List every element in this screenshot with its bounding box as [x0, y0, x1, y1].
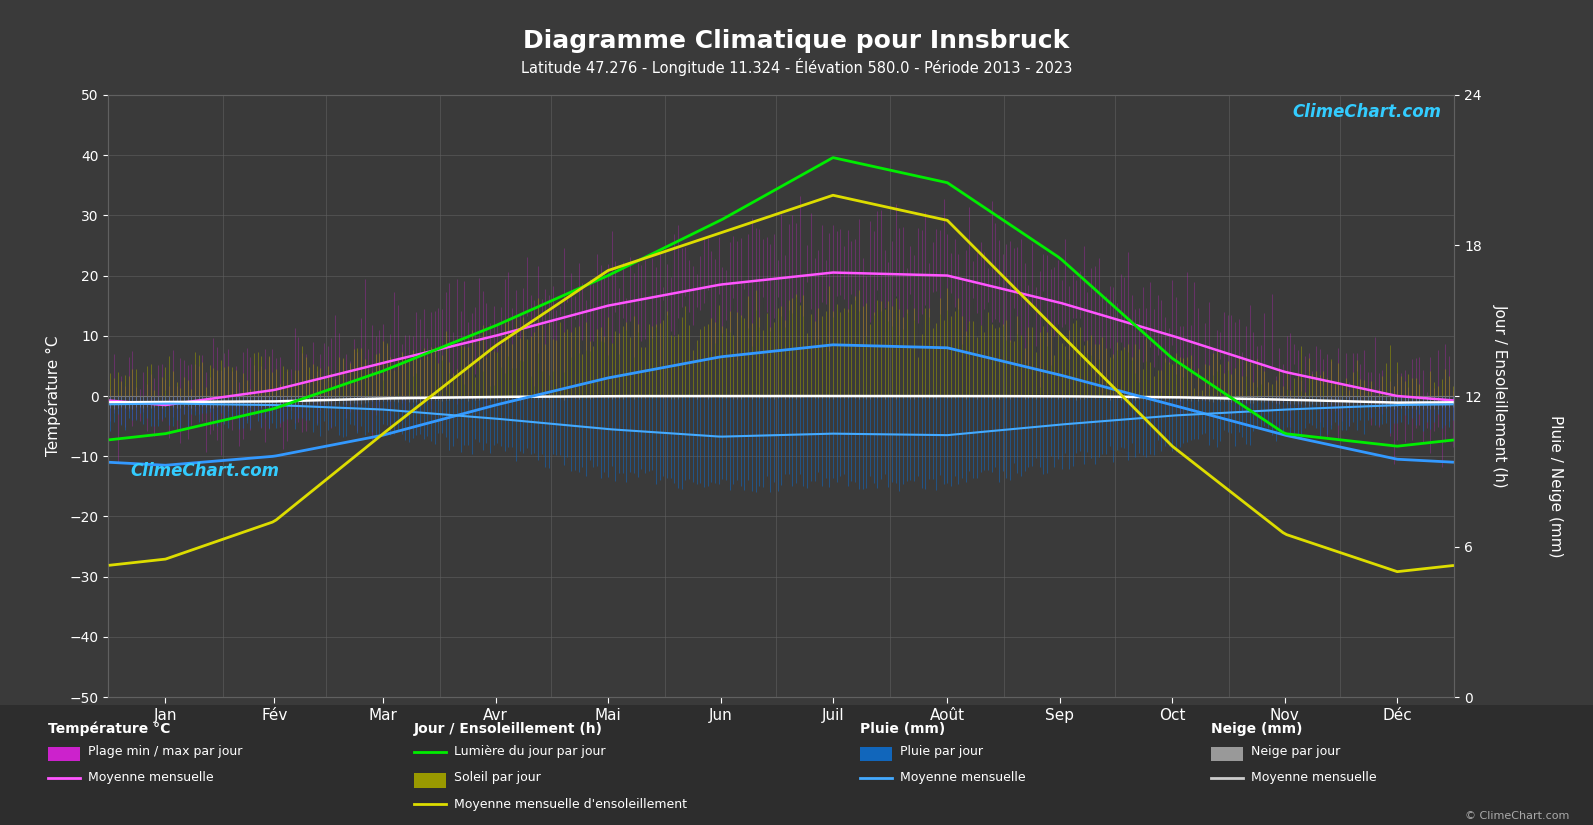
Text: ClimeChart.com: ClimeChart.com	[131, 462, 280, 480]
Text: ClimeChart.com: ClimeChart.com	[1292, 103, 1442, 121]
Text: Moyenne mensuelle: Moyenne mensuelle	[88, 771, 213, 785]
Text: © ClimeChart.com: © ClimeChart.com	[1464, 811, 1569, 821]
Text: Plage min / max par jour: Plage min / max par jour	[88, 745, 242, 758]
Text: Neige (mm): Neige (mm)	[1211, 722, 1301, 736]
Text: Moyenne mensuelle d'ensoleillement: Moyenne mensuelle d'ensoleillement	[454, 798, 687, 811]
Text: Moyenne mensuelle: Moyenne mensuelle	[1251, 771, 1376, 785]
Text: Moyenne mensuelle: Moyenne mensuelle	[900, 771, 1026, 785]
Text: Lumière du jour par jour: Lumière du jour par jour	[454, 745, 605, 758]
Y-axis label: Jour / Ensoleillement (h): Jour / Ensoleillement (h)	[1493, 304, 1509, 488]
Text: Pluie (mm): Pluie (mm)	[860, 722, 946, 736]
Text: Jour / Ensoleillement (h): Jour / Ensoleillement (h)	[414, 722, 604, 736]
Text: Température °C: Température °C	[48, 722, 170, 737]
Text: Pluie / Neige (mm): Pluie / Neige (mm)	[1548, 415, 1563, 558]
Text: Pluie par jour: Pluie par jour	[900, 745, 983, 758]
Text: Soleil par jour: Soleil par jour	[454, 771, 540, 785]
Y-axis label: Température °C: Température °C	[45, 336, 61, 456]
Text: Diagramme Climatique pour Innsbruck: Diagramme Climatique pour Innsbruck	[524, 29, 1069, 53]
Text: Latitude 47.276 - Longitude 11.324 - Élévation 580.0 - Période 2013 - 2023: Latitude 47.276 - Longitude 11.324 - Élé…	[521, 58, 1072, 76]
Text: Neige par jour: Neige par jour	[1251, 745, 1340, 758]
